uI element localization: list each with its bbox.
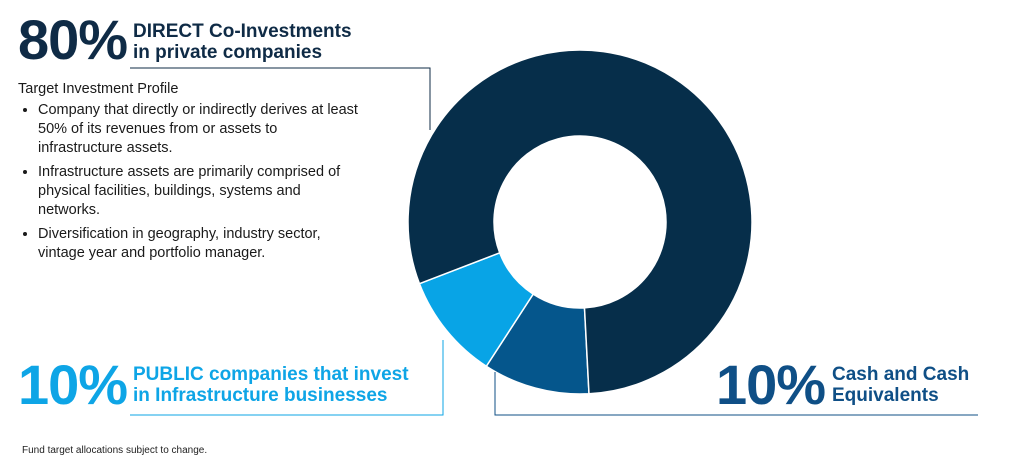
target-investment-profile: Target Investment Profile Company that d… — [18, 80, 358, 268]
cash-heading-line1: Cash and Cash — [832, 364, 970, 385]
profile-bullet: Infrastructure assets are primarily comp… — [38, 163, 358, 220]
footnote: Fund target allocations subject to chang… — [22, 445, 208, 456]
cash-leader-line — [494, 372, 978, 416]
public-leader-line — [130, 340, 444, 416]
public-percent: 10% — [18, 353, 128, 416]
slice-direct — [407, 49, 753, 395]
direct-heading-line1: DIRECT Co-Investments — [133, 21, 352, 42]
public-heading-line1: PUBLIC companies that invest — [133, 364, 409, 385]
cash-percent: 10% — [716, 353, 826, 416]
profile-title: Target Investment Profile — [18, 81, 179, 97]
profile-bullet: Diversification in geography, industry s… — [38, 225, 358, 263]
direct-heading-line2: in private companies — [133, 42, 323, 63]
profile-bullet: Company that directly or indirectly deri… — [38, 101, 358, 158]
cash-heading: Cash and Cash Equivalents — [832, 364, 969, 406]
direct-leader-line — [130, 67, 431, 130]
public-heading-line2: in Infrastructure businesses — [133, 385, 388, 406]
direct-heading: DIRECT Co-Investments in private compani… — [133, 21, 352, 63]
direct-percent: 80% — [18, 8, 128, 71]
profile-bullet-list: Company that directly or indirectly deri… — [18, 101, 358, 263]
cash-heading-line2: Equivalents — [832, 385, 939, 406]
public-heading: PUBLIC companies that invest in Infrastr… — [133, 364, 409, 406]
